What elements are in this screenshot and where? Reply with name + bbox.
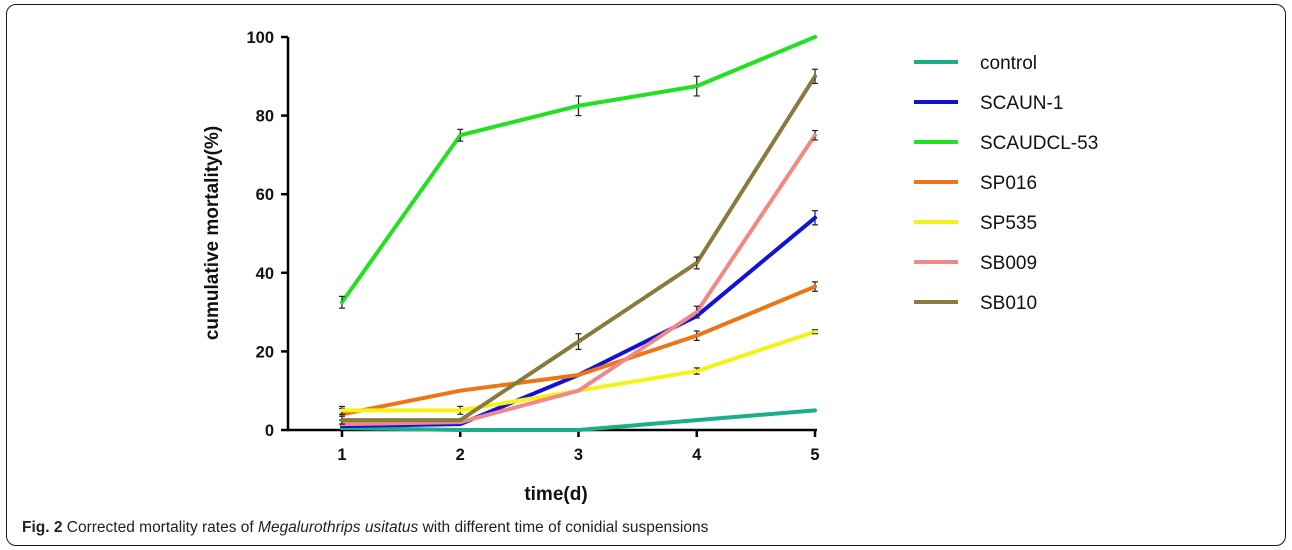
data-point <box>458 388 463 393</box>
x-tick-label: 3 <box>574 446 583 464</box>
series-sb009 <box>340 129 818 427</box>
legend-label: control <box>980 53 1037 74</box>
y-tick-label: 80 <box>256 108 274 126</box>
caption-species: Megalurothrips usitatus <box>258 519 419 536</box>
data-point <box>694 418 699 422</box>
data-point <box>340 418 344 422</box>
data-point <box>576 428 581 432</box>
data-point <box>813 408 817 413</box>
figure-frame <box>6 4 1286 546</box>
data-point <box>576 103 581 108</box>
series-sb010 <box>339 68 818 425</box>
x-tick-label: 4 <box>692 446 702 464</box>
data-point <box>694 333 699 338</box>
data-point <box>576 373 581 377</box>
data-point <box>576 339 581 344</box>
caption-text-after: with different time of conidial suspensi… <box>418 519 709 536</box>
series-line <box>340 35 817 305</box>
legend-item-sp016: SP016 <box>914 173 1037 194</box>
x-axis-label: time(d) <box>524 484 587 505</box>
data-point <box>813 329 817 334</box>
series-line <box>340 74 817 423</box>
data-point <box>458 133 463 138</box>
legend-label: SP535 <box>980 213 1037 234</box>
chart-legend: control SCAUN-1 SCAUDCL-53 SP016 SP535 SB009 S… <box>914 53 1098 314</box>
data-point <box>576 388 581 393</box>
series-layer <box>339 35 818 432</box>
data-point <box>813 215 817 220</box>
legend-item-scaun-1: SCAUN-1 <box>914 93 1063 114</box>
y-tick-label: 20 <box>256 343 274 361</box>
legend-item-sb010: SB010 <box>914 293 1037 314</box>
data-point <box>694 84 699 88</box>
legend-label: SCAUDCL-53 <box>980 133 1098 154</box>
data-point <box>694 261 699 265</box>
series-sp016 <box>339 281 818 421</box>
series-line <box>340 215 817 429</box>
caption-fig-label: Fig. 2 <box>22 519 63 536</box>
x-tick-label: 1 <box>337 446 346 464</box>
caption-text-before: Corrected mortality rates of <box>62 519 259 536</box>
legend-label: SB010 <box>980 293 1037 314</box>
series-scaudcl-53 <box>339 35 817 309</box>
data-point <box>458 408 463 413</box>
legend-label: SCAUN-1 <box>980 93 1063 114</box>
legend-label: SB009 <box>980 253 1037 274</box>
data-point <box>340 408 344 413</box>
y-axis-label: cumulative mortality(%) <box>202 126 223 340</box>
x-tick-label: 2 <box>456 446 465 464</box>
data-point <box>813 284 817 289</box>
data-point <box>813 74 817 79</box>
data-point <box>813 133 817 138</box>
legend-label: SP016 <box>980 173 1037 194</box>
data-point <box>694 310 699 314</box>
y-tick-label: 60 <box>256 186 274 204</box>
figure-caption: Fig. 2 Corrected mortality rates of Mega… <box>22 519 708 537</box>
chart-axes: 0 20 40 60 80 100 1 2 3 4 5 <box>246 29 819 464</box>
data-point <box>458 428 463 432</box>
x-tick-label: 5 <box>810 446 819 464</box>
legend-item-scaudcl-53: SCAUDCL-53 <box>914 133 1098 154</box>
y-tick-label: 40 <box>256 265 274 283</box>
series-scaun-1 <box>340 210 818 429</box>
data-point <box>340 300 344 305</box>
legend-item-control: control <box>914 53 1037 74</box>
series-line <box>340 284 817 417</box>
series-line <box>340 133 817 427</box>
data-point <box>813 35 817 39</box>
legend-item-sb009: SB009 <box>914 253 1037 274</box>
y-tick-label: 100 <box>246 29 274 47</box>
data-point <box>694 369 699 373</box>
y-tick-label: 0 <box>265 422 274 440</box>
legend-item-sp535: SP535 <box>914 213 1037 234</box>
data-point <box>458 418 463 422</box>
